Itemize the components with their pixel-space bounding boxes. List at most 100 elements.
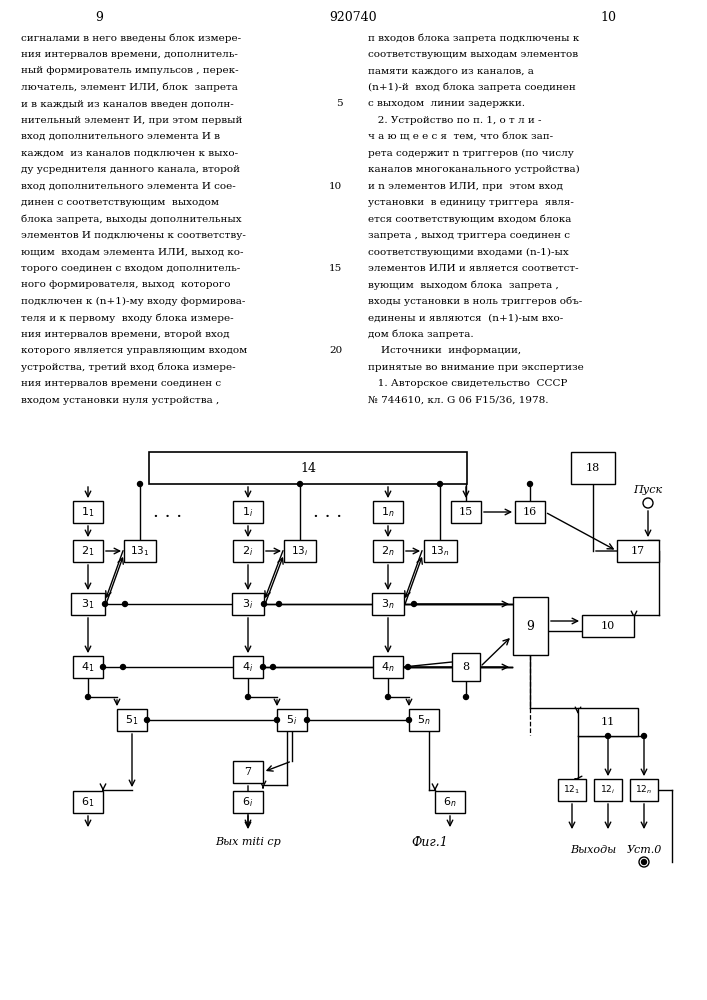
Bar	[451, 501, 481, 523]
Text: 10: 10	[329, 182, 342, 191]
Text: Вых miti ср: Вых miti ср	[215, 837, 281, 847]
Text: принятые во внимание при экспертизе: принятые во внимание при экспертизе	[368, 363, 583, 372]
Text: и n элементов ИЛИ, при  этом вход: и n элементов ИЛИ, при этом вход	[368, 182, 563, 191]
Text: с выходом  линии задержки.: с выходом линии задержки.	[368, 99, 525, 108]
Text: установки  в единицу триггера  явля-: установки в единицу триггера явля-	[368, 198, 573, 207]
Text: $2_i$: $2_i$	[243, 544, 254, 558]
Text: 5: 5	[336, 99, 342, 108]
Text: $12_1$: $12_1$	[563, 784, 580, 796]
Text: $12_n$: $12_n$	[636, 784, 653, 796]
Bar	[373, 501, 403, 523]
Circle shape	[407, 718, 411, 722]
Bar	[233, 761, 263, 783]
Text: динен с соответствующим  выходом: динен с соответствующим выходом	[21, 198, 219, 207]
Circle shape	[144, 718, 149, 722]
Text: $4_1$: $4_1$	[81, 660, 95, 674]
Text: Уст.0: Уст.0	[626, 845, 662, 855]
Text: $12_i$: $12_i$	[600, 784, 616, 796]
Bar	[571, 452, 615, 484]
Text: $1_i$: $1_i$	[243, 505, 254, 519]
Circle shape	[305, 718, 310, 722]
Bar	[233, 540, 263, 562]
Text: ется соответствующим входом блока: ется соответствующим входом блока	[368, 214, 571, 224]
Bar	[233, 791, 263, 813]
Circle shape	[262, 601, 267, 606]
Text: 9: 9	[95, 11, 103, 24]
Circle shape	[103, 601, 107, 606]
Text: $3_n$: $3_n$	[381, 597, 395, 611]
Text: $6_i$: $6_i$	[243, 795, 254, 809]
Circle shape	[605, 734, 611, 738]
Bar	[513, 597, 547, 655]
Circle shape	[122, 601, 127, 606]
Circle shape	[276, 601, 281, 606]
Circle shape	[641, 859, 646, 864]
Text: . . .: . . .	[313, 503, 343, 521]
Bar	[423, 540, 457, 562]
Bar	[71, 593, 105, 615]
Text: $5_i$: $5_i$	[286, 713, 298, 727]
Text: входы установки в ноль триггеров объ-: входы установки в ноль триггеров объ-	[368, 297, 582, 306]
Bar	[594, 779, 622, 801]
Text: сигналами в него введены блок измере-: сигналами в него введены блок измере-	[21, 33, 241, 43]
Text: блока запрета, выходы дополнительных: блока запрета, выходы дополнительных	[21, 214, 242, 224]
Text: $1_1$: $1_1$	[81, 505, 95, 519]
Text: ния интервалов времени, второй вход: ния интервалов времени, второй вход	[21, 330, 230, 339]
Text: элементов И подключены к соответству-: элементов И подключены к соответству-	[21, 231, 246, 240]
Circle shape	[100, 664, 105, 670]
Text: 17: 17	[631, 546, 645, 556]
Text: соответствующими входами (n-1)-ых: соответствующими входами (n-1)-ых	[368, 247, 568, 257]
Text: 11: 11	[601, 717, 615, 727]
Text: $5_n$: $5_n$	[417, 713, 431, 727]
Text: Пуск: Пуск	[633, 485, 662, 495]
Bar	[73, 791, 103, 813]
Text: ющим  входам элемента ИЛИ, выход ко-: ющим входам элемента ИЛИ, выход ко-	[21, 247, 244, 256]
Text: 20: 20	[329, 346, 342, 355]
Text: 15: 15	[329, 264, 342, 273]
Text: $1_n$: $1_n$	[381, 505, 395, 519]
Text: . . .: . . .	[153, 503, 182, 521]
Text: Источники  информации,: Источники информации,	[368, 346, 521, 355]
Text: $5_1$: $5_1$	[125, 713, 139, 727]
Text: $4_n$: $4_n$	[381, 660, 395, 674]
Circle shape	[438, 482, 443, 487]
Text: 7: 7	[245, 767, 252, 777]
Text: единены и являются  (n+1)-ым вхо-: единены и являются (n+1)-ым вхо-	[368, 313, 563, 322]
Text: ния интервалов времени соединен с: ния интервалов времени соединен с	[21, 379, 221, 388]
Text: Фиг.1: Фиг.1	[411, 836, 448, 848]
Circle shape	[137, 482, 143, 487]
Text: $2_1$: $2_1$	[81, 544, 95, 558]
Circle shape	[120, 664, 126, 670]
Bar	[284, 540, 316, 562]
Bar	[233, 501, 263, 523]
Bar	[515, 501, 545, 523]
Text: каналов многоканального устройства): каналов многоканального устройства)	[368, 165, 580, 174]
Text: $4_i$: $4_i$	[243, 660, 254, 674]
Text: соответствующим выходам элементов: соответствующим выходам элементов	[368, 50, 578, 59]
Circle shape	[385, 694, 390, 700]
Text: и в каждый из каналов введен дополн-: и в каждый из каналов введен дополн-	[21, 99, 234, 108]
Bar	[617, 540, 659, 562]
Circle shape	[641, 734, 646, 738]
Bar	[630, 779, 658, 801]
Text: торого соединен с входом дополнитель-: торого соединен с входом дополнитель-	[21, 264, 240, 273]
Bar	[578, 708, 638, 736]
Bar	[409, 709, 439, 731]
Circle shape	[527, 482, 532, 487]
Bar	[124, 540, 156, 562]
Circle shape	[406, 664, 411, 670]
Text: 2. Устройство по п. 1, о т л и -: 2. Устройство по п. 1, о т л и -	[368, 116, 541, 125]
Bar	[277, 709, 307, 731]
Text: вход дополнительного элемента И сое-: вход дополнительного элемента И сое-	[21, 182, 236, 191]
Text: 9: 9	[526, 619, 534, 633]
Text: 8: 8	[462, 662, 469, 672]
Text: ч а ю щ е е с я  тем, что блок зап-: ч а ю щ е е с я тем, что блок зап-	[368, 132, 553, 141]
Text: 10: 10	[601, 621, 615, 631]
Circle shape	[411, 601, 416, 606]
Bar	[233, 656, 263, 678]
Bar	[149, 452, 467, 484]
Bar	[73, 656, 103, 678]
Bar	[452, 653, 480, 681]
Text: $13_1$: $13_1$	[130, 544, 150, 558]
Text: нительный элемент И, при этом первый: нительный элемент И, при этом первый	[21, 116, 243, 125]
